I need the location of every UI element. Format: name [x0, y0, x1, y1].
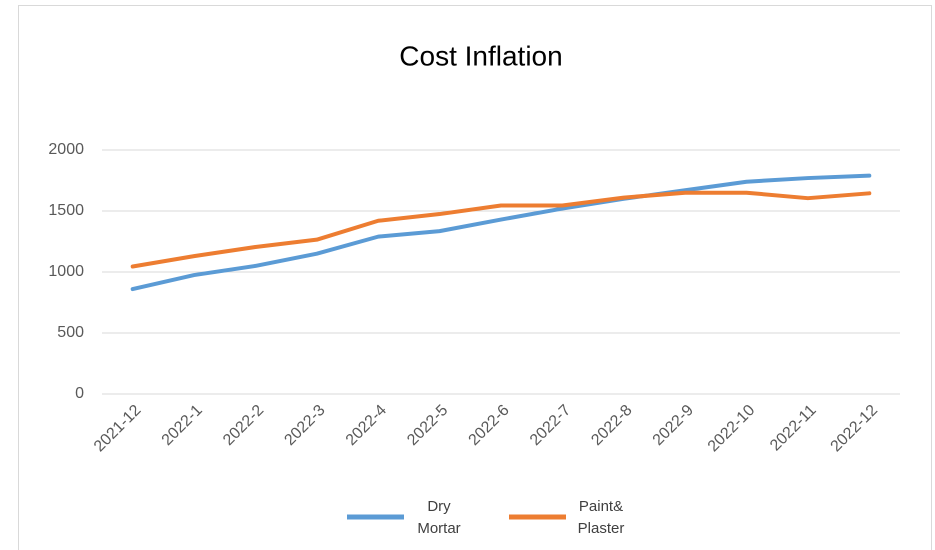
legend-label: Paint& Plaster	[577, 498, 625, 537]
x-tick-label: 2022-6	[466, 402, 513, 449]
x-tick-label: 2022-9	[650, 402, 697, 449]
x-tick-label: 2022-7	[527, 402, 574, 449]
x-tick-label: 2022-11	[767, 402, 820, 455]
x-tick-label: 2022-5	[404, 402, 451, 449]
y-tick-label: 2000	[48, 141, 84, 158]
x-tick-label: 2022-12	[828, 402, 882, 456]
x-tick-label: 2022-10	[705, 402, 759, 456]
series-line	[130, 190, 872, 269]
y-tick-label: 500	[57, 324, 84, 341]
y-tick-label: 0	[75, 385, 84, 402]
x-tick-label: 2022-1	[159, 402, 206, 449]
y-tick-label: 1000	[48, 263, 84, 280]
x-tick-label: 2021-12	[91, 402, 145, 456]
series-line	[130, 173, 872, 292]
chart-title: Cost Inflation	[399, 40, 562, 71]
chart-border	[18, 5, 932, 550]
x-tick-label: 2022-2	[220, 402, 267, 449]
x-tick-label: 2022-8	[588, 402, 635, 449]
x-tick-label: 2022-3	[281, 402, 328, 449]
y-tick-label: 1500	[48, 202, 84, 219]
legend-label: Dry Mortar	[417, 498, 461, 537]
x-tick-label: 2022-4	[343, 402, 390, 449]
